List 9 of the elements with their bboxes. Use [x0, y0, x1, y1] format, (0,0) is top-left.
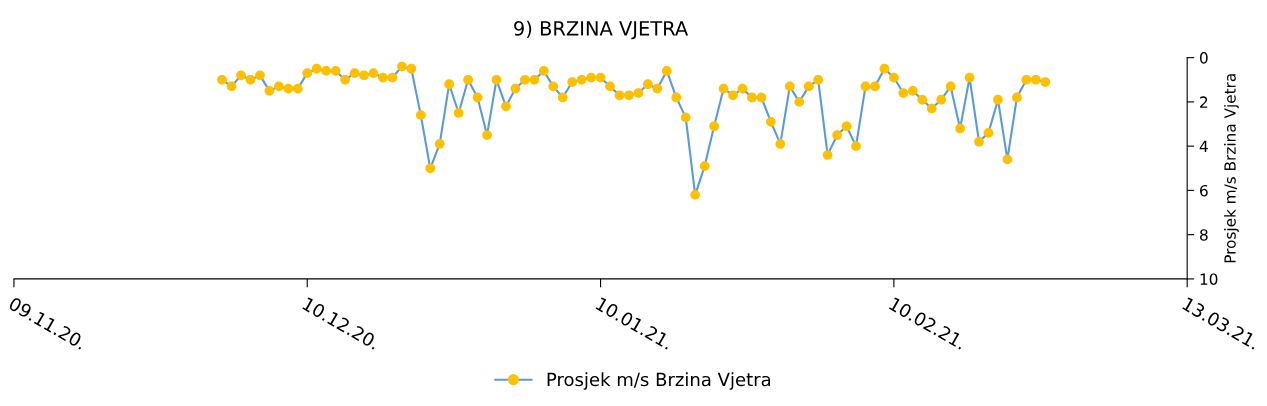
y-tick-label: 0 — [1199, 52, 1208, 64]
y-tick-label: 4 — [1199, 140, 1208, 152]
y-tick-label: 6 — [1200, 184, 1208, 197]
chart-title: 9) BRZINA VJETRA — [514, 20, 689, 40]
y-axis-title: Prosjek m/s Brzina Vjetra — [1223, 74, 1239, 263]
y-tick-label: 8 — [1200, 229, 1208, 241]
y-tick-label: 10 — [1200, 273, 1218, 285]
y-tick-label: 2 — [1200, 96, 1208, 108]
legend-label: Prosjek m/s Brzina Vjetra — [547, 372, 771, 390]
